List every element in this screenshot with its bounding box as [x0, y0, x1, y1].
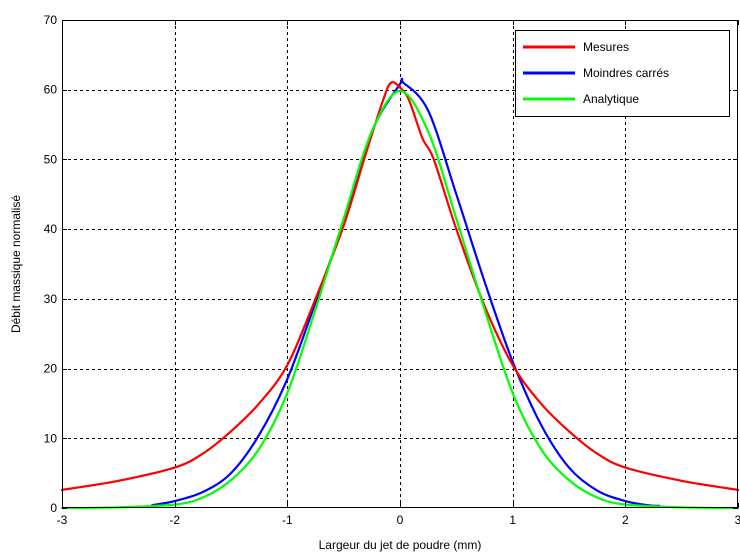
- x-tick-label: -2: [169, 513, 180, 527]
- legend-label-moindres-carres: Moindres carrés: [583, 66, 669, 80]
- y-tick-label: 40: [44, 222, 58, 236]
- x-tick-label: -3: [57, 513, 68, 527]
- series-line-moindres-carres: [151, 77, 661, 508]
- x-tick-label: 0: [397, 513, 404, 527]
- y-tick-label: 30: [44, 292, 58, 306]
- x-tick-label: -1: [282, 513, 293, 527]
- legend: Mesures Moindres carrés Analytique: [515, 30, 730, 117]
- y-axis-label: Débit massique normalisé: [9, 195, 23, 333]
- x-tick-label: 3: [735, 513, 740, 527]
- x-axis-label: Largeur du jet de poudre (mm): [319, 538, 482, 552]
- series-line-analytique: [60, 90, 740, 510]
- y-tick-label: 10: [44, 431, 58, 445]
- x-tick-label: 2: [622, 513, 629, 527]
- series-layer: [60, 77, 740, 510]
- y-tick-label: 70: [44, 13, 58, 27]
- x-tick-label: 1: [509, 513, 516, 527]
- legend-label-mesures: Mesures: [583, 40, 629, 54]
- y-tick-label: 50: [44, 152, 58, 166]
- series-line-mesures: [60, 81, 740, 491]
- y-tick-label: 60: [44, 83, 58, 97]
- y-tick-label: 20: [44, 362, 58, 376]
- legend-label-analytique: Analytique: [583, 92, 639, 106]
- y-tick-label: 0: [50, 501, 57, 515]
